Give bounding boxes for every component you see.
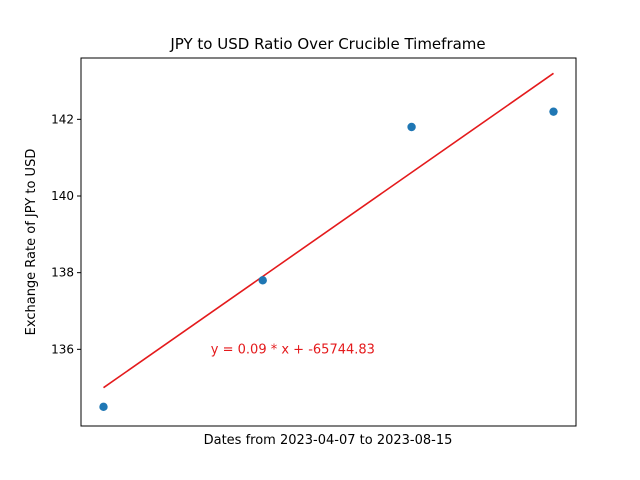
regression-equation-annotation: y = 0.09 * x + -65744.83 bbox=[211, 342, 375, 357]
y-tick-label: 138 bbox=[51, 266, 74, 280]
fit-line bbox=[103, 72, 554, 389]
data-points-layer bbox=[99, 107, 558, 412]
data-point-3 bbox=[407, 122, 416, 132]
y-tick-label: 136 bbox=[51, 342, 74, 356]
plot-area-frame bbox=[80, 57, 577, 427]
y-axis-label: Exchange Rate of JPY to USD bbox=[24, 149, 39, 336]
data-point-1 bbox=[99, 402, 108, 412]
data-point-2 bbox=[258, 276, 267, 285]
x-axis-label: Dates from 2023-04-07 to 2023-08-15 bbox=[204, 433, 453, 448]
data-point-4 bbox=[549, 107, 558, 116]
chart-title: JPY to USD Ratio Over Crucible Timeframe bbox=[169, 35, 485, 53]
y-tick-label: 140 bbox=[51, 189, 74, 203]
fit-line-layer bbox=[103, 72, 554, 389]
y-tick-label: 142 bbox=[51, 112, 74, 126]
y-axis-ticks: 136 138 140 142 bbox=[51, 112, 81, 356]
